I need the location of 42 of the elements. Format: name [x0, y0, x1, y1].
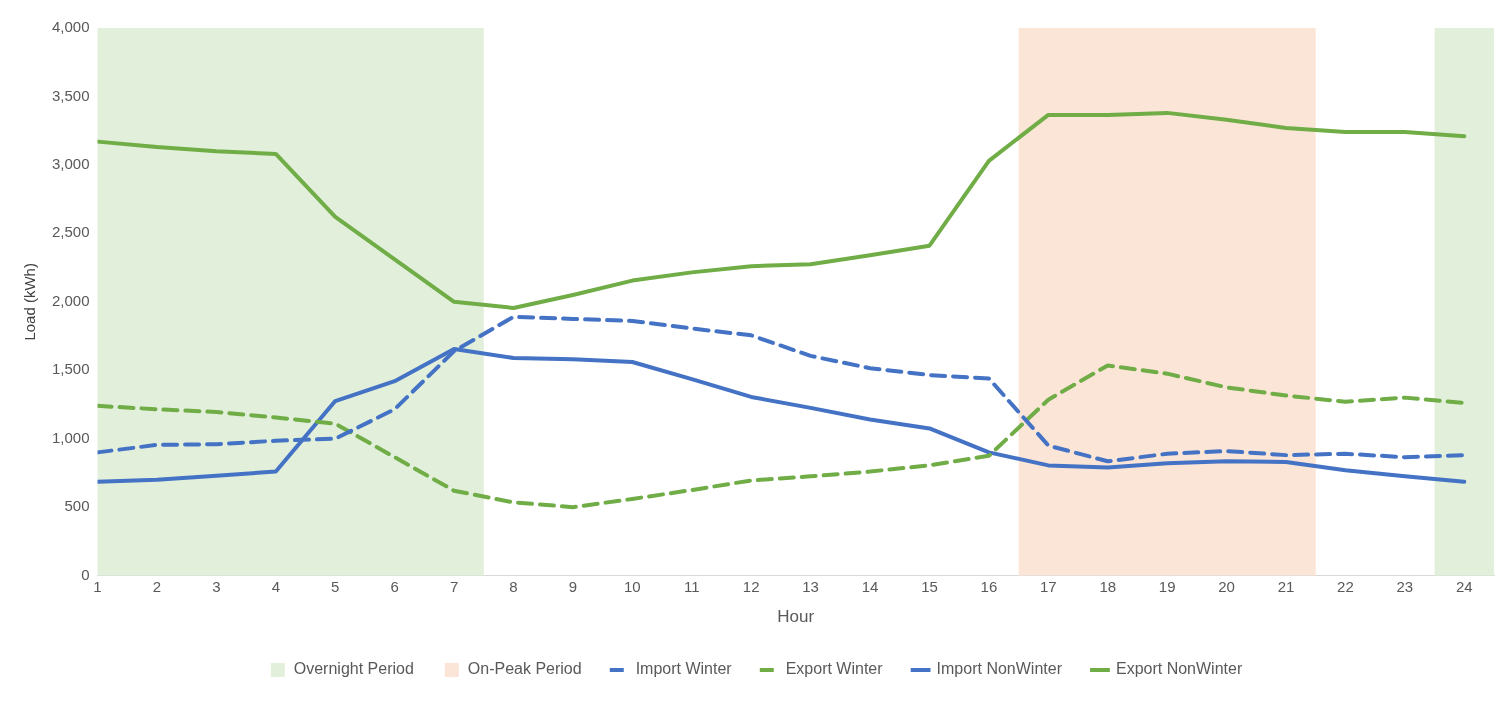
line-series [97, 363, 1467, 510]
y-tick-label: 500 [64, 497, 90, 515]
x-tick-label: 5 [331, 577, 340, 595]
x-tick-label: 18 [1099, 577, 1117, 595]
x-tick-label: 22 [1337, 577, 1354, 595]
legend-label: Import Winter [635, 660, 733, 678]
x-tick-label: 6 [390, 577, 399, 595]
x-tick-label: 9 [568, 577, 578, 595]
x-tick-label: 10 [624, 577, 641, 595]
x-tick-label: 2 [152, 577, 162, 595]
y-tick-label: 1,000 [51, 428, 90, 446]
x-tick-label: 17 [1039, 577, 1057, 595]
x-tick-label: 23 [1396, 577, 1414, 595]
x-tick-label: 14 [861, 577, 879, 595]
legend-label: On-Peak Period [467, 660, 582, 678]
y-tick-label: 4,000 [51, 18, 90, 36]
y-tick-label: 3,500 [51, 86, 90, 104]
x-tick-label: 12 [742, 577, 760, 595]
legend-label: Export NonWinter [1115, 660, 1243, 678]
x-tick-label: 8 [509, 577, 518, 595]
y-tick-label: 1,500 [51, 360, 90, 378]
y-tick-label: 2,000 [51, 291, 90, 309]
x-tick-label: 15 [921, 577, 938, 595]
x-tick-label: 20 [1218, 577, 1235, 595]
y-tick-label: 0 [81, 565, 90, 583]
y-axis-title: Load (kWh) [21, 263, 39, 341]
x-tick-label: 4 [271, 577, 280, 595]
x-axis-title: Hour [777, 607, 815, 627]
x-tick-label: 13 [802, 577, 819, 595]
x-tick-label: 1 [93, 577, 102, 595]
x-tick-label: 19 [1158, 577, 1176, 595]
legend-label: Import NonWinter [936, 660, 1063, 678]
x-tick-label: 16 [980, 577, 998, 595]
legend-label: Overnight Period [293, 660, 414, 678]
x-tick-label: 11 [683, 577, 700, 595]
legend-label: Export Winter [785, 660, 884, 678]
x-tick-label: 24 [1455, 577, 1473, 595]
x-tick-label: 3 [212, 577, 221, 595]
x-tick-label: 7 [449, 577, 459, 595]
x-tick-label: 21 [1277, 577, 1295, 595]
y-tick-label: 3,000 [51, 155, 90, 173]
y-tick-label: 2,500 [51, 223, 90, 241]
